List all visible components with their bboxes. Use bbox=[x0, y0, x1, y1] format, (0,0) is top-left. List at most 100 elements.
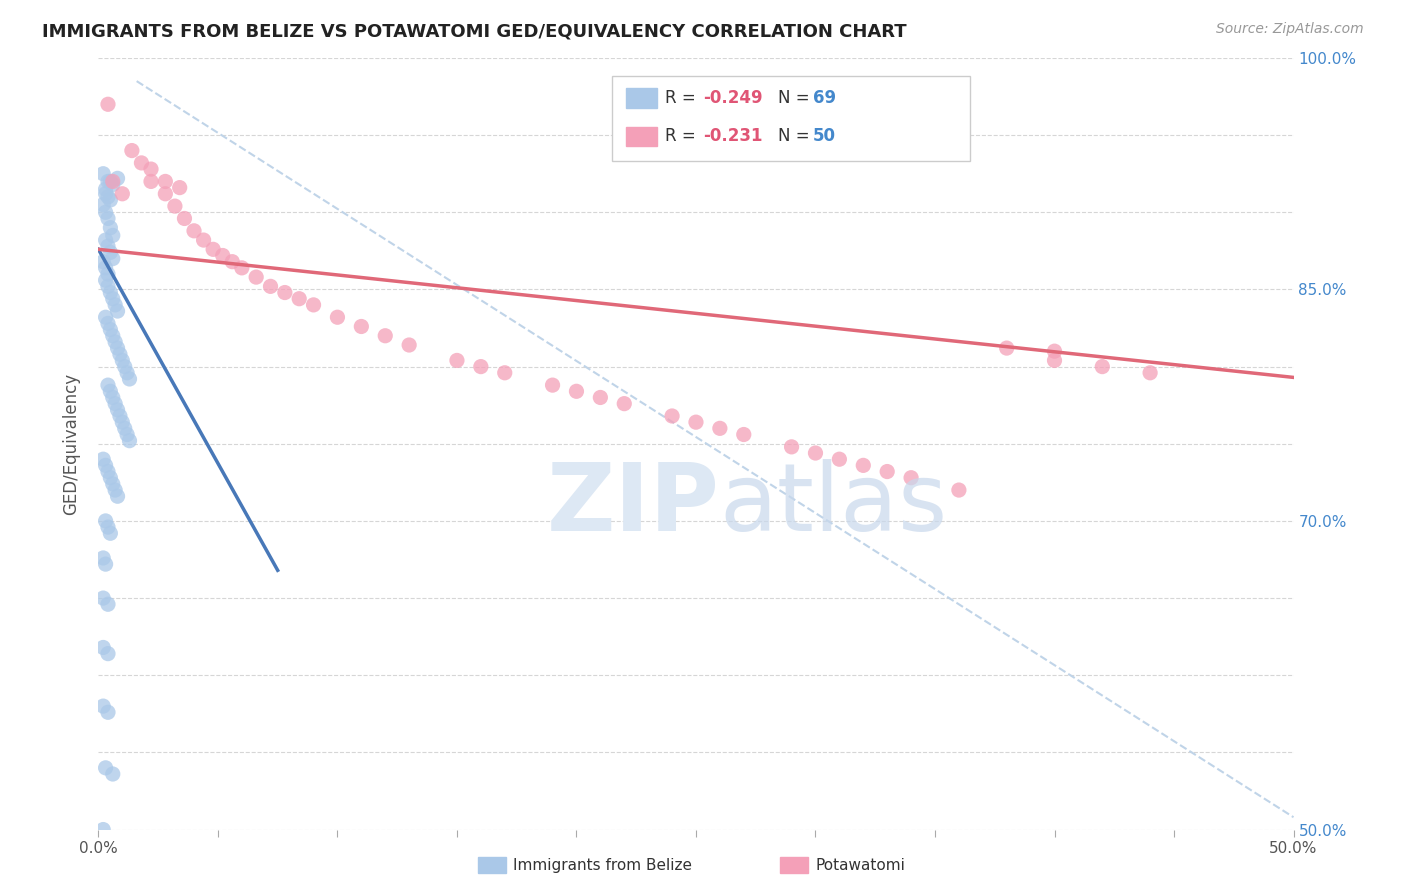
Point bbox=[98, 174, 122, 188]
Point bbox=[101, 391, 124, 405]
Point bbox=[97, 211, 120, 226]
Point bbox=[97, 174, 120, 188]
Point bbox=[183, 224, 205, 238]
Point bbox=[1043, 353, 1066, 368]
Point bbox=[118, 434, 141, 448]
Point bbox=[108, 347, 131, 361]
Y-axis label: GED/Equivalency: GED/Equivalency bbox=[62, 373, 80, 515]
Point bbox=[97, 317, 120, 331]
Text: 69: 69 bbox=[813, 89, 835, 107]
Point bbox=[231, 260, 253, 275]
Text: R =: R = bbox=[665, 89, 702, 107]
Point bbox=[91, 640, 114, 655]
Point bbox=[115, 427, 138, 442]
Point bbox=[94, 458, 117, 473]
Text: Potawatomi: Potawatomi bbox=[815, 858, 905, 872]
Point bbox=[948, 483, 970, 497]
Point bbox=[97, 706, 120, 720]
Point bbox=[94, 310, 117, 325]
Point bbox=[101, 476, 124, 491]
Point bbox=[202, 243, 225, 257]
Point bbox=[91, 452, 114, 467]
Point bbox=[104, 334, 127, 349]
Text: IMMIGRANTS FROM BELIZE VS POTAWATOMI GED/EQUIVALENCY CORRELATION CHART: IMMIGRANTS FROM BELIZE VS POTAWATOMI GED… bbox=[42, 22, 907, 40]
Point bbox=[780, 440, 803, 454]
Point bbox=[661, 409, 683, 423]
Point bbox=[1043, 344, 1066, 359]
Point bbox=[98, 245, 122, 260]
Point bbox=[97, 378, 120, 392]
Point bbox=[900, 471, 922, 485]
Point bbox=[169, 180, 191, 194]
Point bbox=[97, 597, 120, 611]
Point bbox=[97, 239, 120, 253]
Point bbox=[101, 178, 124, 192]
Point bbox=[101, 228, 124, 243]
Point bbox=[139, 174, 162, 188]
Point bbox=[139, 162, 162, 177]
Point bbox=[995, 341, 1018, 355]
Point bbox=[94, 761, 117, 775]
Point bbox=[101, 252, 124, 266]
Point bbox=[155, 174, 177, 188]
Point bbox=[374, 328, 396, 343]
Point bbox=[94, 186, 117, 201]
Point bbox=[211, 248, 233, 262]
Point bbox=[115, 366, 138, 380]
Text: ZIP: ZIP bbox=[547, 459, 720, 551]
Point bbox=[101, 767, 124, 781]
Point bbox=[97, 267, 120, 281]
Point bbox=[91, 551, 114, 566]
Point bbox=[91, 254, 114, 268]
Text: Source: ZipAtlas.com: Source: ZipAtlas.com bbox=[1216, 22, 1364, 37]
Point bbox=[97, 520, 120, 534]
Point bbox=[98, 471, 122, 485]
Point bbox=[104, 397, 127, 411]
Point bbox=[613, 397, 636, 411]
Point bbox=[494, 366, 516, 380]
Point bbox=[470, 359, 492, 374]
Point bbox=[398, 338, 420, 352]
Point bbox=[94, 205, 117, 219]
Point bbox=[97, 647, 120, 661]
Point bbox=[804, 446, 827, 460]
Text: N =: N = bbox=[778, 128, 814, 145]
Point bbox=[685, 415, 707, 429]
Point bbox=[245, 270, 267, 285]
Point bbox=[259, 279, 281, 293]
Point bbox=[1091, 359, 1114, 374]
Text: Immigrants from Belize: Immigrants from Belize bbox=[513, 858, 692, 872]
Point bbox=[107, 402, 129, 417]
Point bbox=[193, 233, 215, 247]
Point bbox=[173, 211, 195, 226]
Point bbox=[114, 359, 136, 374]
Point bbox=[94, 260, 117, 275]
Point bbox=[98, 384, 122, 399]
Point bbox=[107, 489, 129, 503]
Point bbox=[565, 384, 588, 399]
Point bbox=[98, 193, 122, 207]
Point bbox=[709, 421, 731, 435]
Point bbox=[1139, 366, 1161, 380]
Point bbox=[733, 427, 755, 442]
Point bbox=[94, 557, 117, 571]
Text: R =: R = bbox=[665, 128, 702, 145]
Point bbox=[541, 378, 564, 392]
Point bbox=[302, 298, 325, 312]
Text: atlas: atlas bbox=[720, 459, 948, 551]
Point bbox=[107, 341, 129, 355]
Point bbox=[326, 310, 349, 325]
Point bbox=[288, 292, 311, 306]
Text: -0.231: -0.231 bbox=[703, 128, 762, 145]
Point bbox=[118, 372, 141, 386]
Point bbox=[107, 304, 129, 318]
Point bbox=[446, 353, 468, 368]
Point bbox=[97, 97, 120, 112]
Text: 50: 50 bbox=[813, 128, 835, 145]
Point bbox=[111, 353, 134, 368]
Point bbox=[828, 452, 851, 467]
Point bbox=[98, 220, 122, 235]
Point bbox=[131, 156, 153, 170]
Point bbox=[852, 458, 875, 473]
Point bbox=[155, 186, 177, 201]
